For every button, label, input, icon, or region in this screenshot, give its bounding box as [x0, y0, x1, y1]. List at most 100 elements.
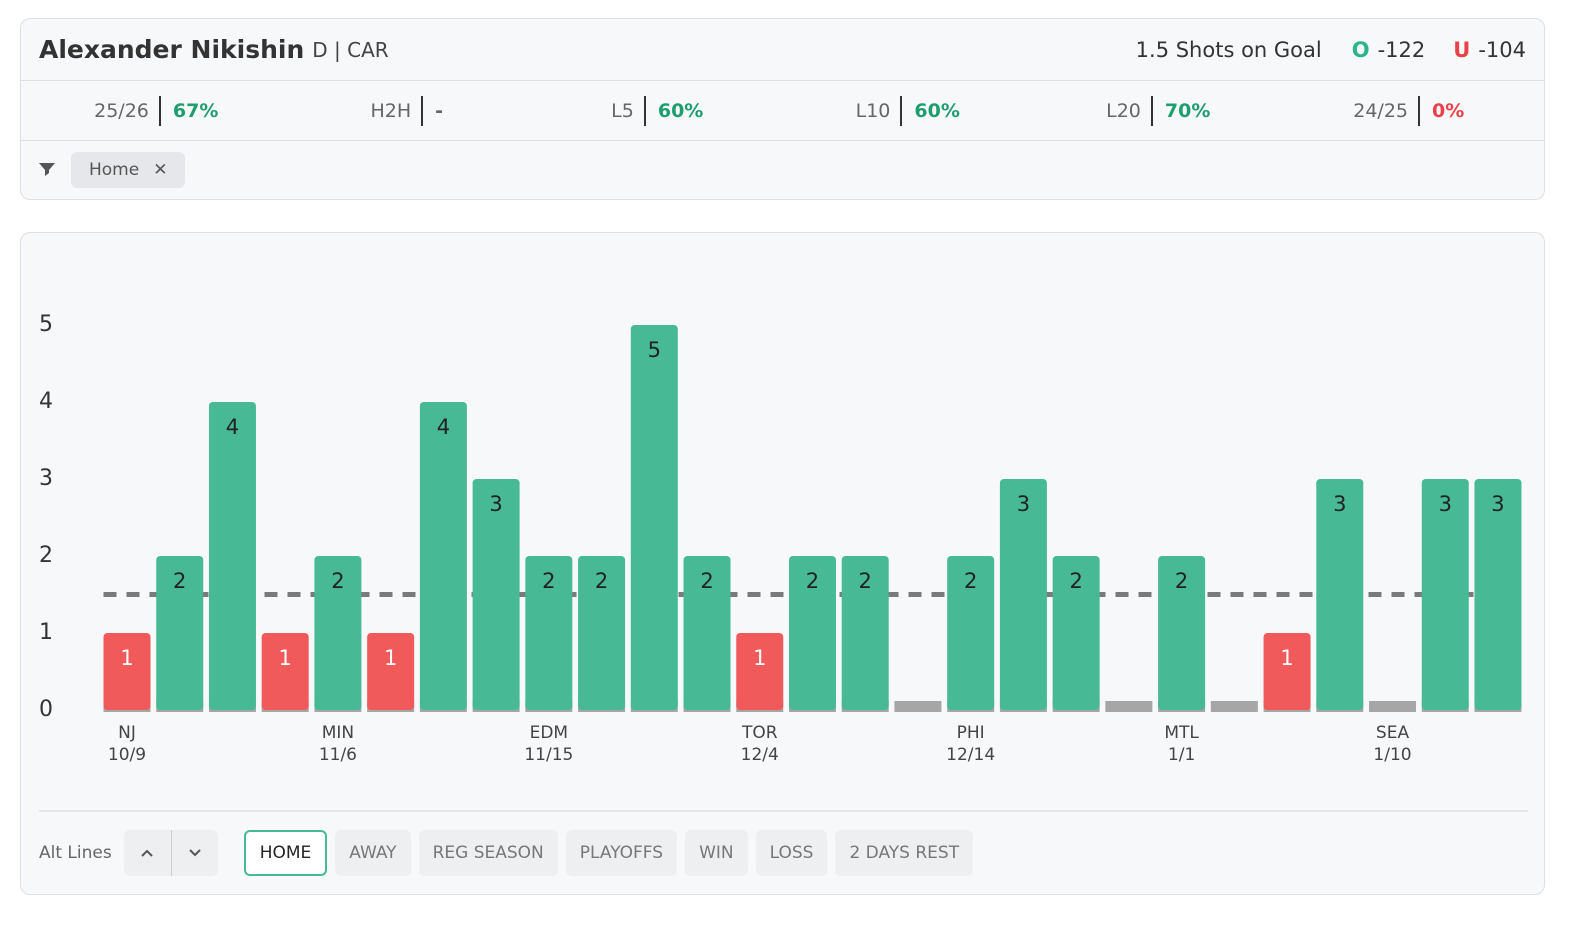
filter-button[interactable]: 2 DAYS REST — [835, 830, 974, 876]
y-tick-label: 2 — [39, 543, 53, 568]
bar — [999, 479, 1047, 710]
x-tick-date: 12/4 — [741, 745, 779, 765]
stat-label: L20 — [1106, 95, 1153, 126]
stat-value: 0% — [1432, 99, 1465, 122]
bar-value-label: 2 — [595, 569, 608, 593]
x-tick-label: MTL — [1164, 723, 1199, 743]
bar — [1263, 633, 1311, 710]
x-tick-label: SEA — [1376, 723, 1410, 743]
y-tick-label: 5 — [39, 312, 53, 337]
filter-icon — [39, 163, 55, 176]
filter-remove[interactable]: ✕ — [153, 160, 168, 180]
stat: 24/25 0% — [1284, 95, 1535, 126]
stats-row: 25/26 67% H2H - L5 60% L10 60% L20 70% 24/25 0% — [21, 81, 1544, 141]
bar-value-label: 3 — [489, 492, 502, 516]
bar-base — [1105, 701, 1153, 712]
bar-value-label: 3 — [1439, 492, 1452, 516]
stat: 25/26 67% — [31, 95, 282, 126]
y-tick-label: 4 — [39, 389, 53, 414]
x-tick-date: 10/9 — [108, 745, 146, 765]
y-tick-label: 3 — [39, 466, 53, 491]
bar — [1474, 479, 1522, 710]
chart: 012345NJ10/9MIN11/6EDM11/15TOR12/4PHI12/… — [39, 312, 1528, 812]
filter-chip[interactable]: Home ✕ — [71, 152, 186, 188]
stat: L20 70% — [1033, 95, 1284, 126]
bar-value-label: 1 — [279, 646, 292, 670]
bar — [103, 633, 151, 710]
bar-base — [894, 701, 942, 712]
x-tick-label: PHI — [957, 723, 985, 743]
player-position: D | CAR — [312, 37, 389, 62]
bar-value-label: 2 — [542, 569, 555, 593]
stat-value: 67% — [172, 99, 219, 122]
alt-lines-label: Alt Lines — [39, 843, 112, 863]
controls: Alt Lines HOME AWAY REG SEASON PLAYOFFS WIN L… — [39, 830, 974, 876]
header-card: Alexander Nikishin D | CAR 1.5 Shots on … — [20, 18, 1545, 200]
bar — [261, 633, 309, 710]
filter-button[interactable]: AWAY — [335, 830, 411, 876]
stat-value: 60% — [657, 99, 704, 122]
bar — [788, 556, 836, 710]
x-tick-date: 11/15 — [524, 745, 573, 765]
bar — [578, 556, 626, 710]
bar-value-label: 4 — [437, 415, 450, 439]
bar — [419, 402, 467, 710]
filter-row: Home ✕ — [21, 141, 1544, 199]
filter-button[interactable]: WIN — [685, 830, 748, 876]
bar — [156, 556, 204, 710]
bar-base — [1369, 701, 1417, 712]
x-tick-label: TOR — [741, 723, 778, 743]
bar — [1158, 556, 1206, 710]
stat-value: 60% — [914, 99, 960, 122]
filter-label: Home — [89, 160, 140, 180]
bar-value-label: 3 — [1017, 492, 1030, 516]
stat: H2H - — [282, 95, 533, 126]
y-tick-label: 0 — [39, 697, 53, 722]
stat-label: L5 — [611, 95, 646, 126]
bar — [472, 479, 520, 710]
player-name: Alexander Nikishin — [39, 35, 305, 64]
under-symbol: U — [1453, 37, 1471, 62]
chart-card: 0 1 2 3 4 5 NJ 10/9 MIN 11/6 EDM 11/15 TOR 12/4 PHI 12/… — [20, 232, 1545, 895]
under-odds: -104 — [1478, 37, 1526, 62]
alt-line-up[interactable] — [124, 830, 171, 876]
bar-value-label: 5 — [648, 338, 661, 362]
bar — [736, 633, 784, 710]
x-tick-date: 11/6 — [319, 745, 357, 765]
stat-label: H2H — [370, 95, 424, 126]
bar — [1421, 479, 1469, 710]
x-tick-label: NJ — [118, 723, 136, 743]
bar-value-label: 3 — [1333, 492, 1346, 516]
stat-value: 70% — [1164, 99, 1211, 122]
over-odds: -122 — [1377, 37, 1426, 62]
bar-value-label: 3 — [1491, 492, 1504, 516]
bar-value-label: 2 — [1069, 569, 1082, 593]
x-tick-date: 1/10 — [1373, 745, 1411, 765]
x-tick-date: 1/1 — [1168, 745, 1195, 765]
bar — [947, 556, 995, 710]
bar-value-label: 1 — [120, 646, 133, 670]
bar-value-label: 2 — [700, 569, 713, 593]
title-row: Alexander Nikishin D | CAR 1.5 Shots on … — [21, 19, 1544, 81]
x-tick-date: 12/14 — [946, 745, 995, 765]
bar-value-label: 2 — [806, 569, 819, 593]
filter-button[interactable]: LOSS — [755, 830, 828, 876]
bar-value-label: 2 — [859, 569, 872, 593]
bar — [367, 633, 415, 710]
filter-button[interactable]: REG SEASON — [418, 830, 558, 876]
filter-button[interactable]: PLAYOFFS — [565, 830, 678, 876]
bar — [841, 556, 889, 710]
x-tick-label: MIN — [322, 723, 354, 743]
alt-line-down[interactable] — [170, 830, 218, 876]
filter-button[interactable]: HOME — [243, 830, 328, 876]
alt-lines-stepper — [123, 830, 218, 876]
stat: L10 60% — [783, 95, 1034, 126]
bar-value-label: 1 — [753, 646, 766, 670]
stat: L5 60% — [532, 95, 783, 126]
bar — [208, 402, 256, 710]
bar-value-label: 2 — [1175, 569, 1188, 593]
stat-value: - — [435, 99, 444, 122]
bar-value-label: 1 — [384, 646, 397, 670]
bar — [525, 556, 573, 710]
